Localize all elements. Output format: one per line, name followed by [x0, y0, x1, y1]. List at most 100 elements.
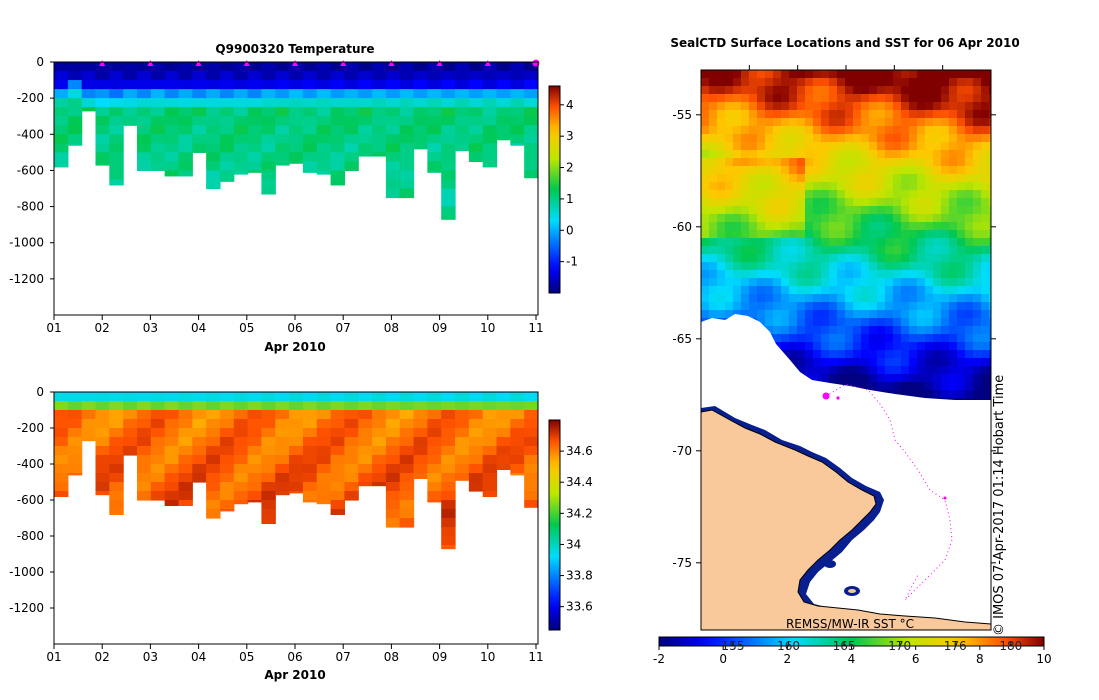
x-tick-label: 01 — [46, 321, 61, 335]
section-cell — [164, 455, 180, 465]
section-cell — [54, 419, 69, 429]
section-cell — [482, 161, 498, 168]
section-cell — [372, 482, 387, 487]
section-cell — [178, 428, 193, 438]
section-cell — [233, 455, 249, 465]
section-cell — [178, 500, 193, 506]
section-cell — [399, 161, 415, 172]
section-cell — [330, 410, 345, 420]
section-cell — [427, 473, 442, 483]
section-cell — [441, 419, 456, 429]
section-cell — [233, 80, 249, 90]
x-tick-label: 03 — [143, 650, 158, 664]
colorbar-tick-label-f: 176 — [944, 639, 967, 653]
section-cell — [54, 446, 69, 456]
section-cell — [136, 116, 152, 126]
section-cell — [468, 62, 484, 72]
section-cell — [150, 71, 166, 81]
section-cell — [455, 428, 470, 438]
section-cell — [524, 392, 538, 402]
section-cell — [178, 80, 193, 90]
section-cell — [496, 401, 511, 411]
section-cell — [219, 89, 235, 99]
section-cell — [219, 482, 235, 492]
section-cell — [247, 410, 263, 420]
section-cell — [261, 170, 276, 181]
section-cell — [123, 428, 138, 438]
section-cell — [427, 71, 442, 81]
section-cell — [219, 437, 235, 447]
colorbar-tick-label: 0 — [566, 223, 574, 237]
section-cell — [150, 80, 166, 90]
section-cell — [524, 428, 538, 438]
temperature-panel: Q9900320 Temperature 0 -200 -400 -600 -800 -1… — [9, 42, 578, 354]
section-cell — [261, 491, 276, 501]
section-cell — [164, 401, 180, 411]
section-cell — [275, 446, 290, 456]
section-cell — [67, 98, 83, 108]
section-cell — [455, 410, 470, 420]
section-cell — [399, 143, 415, 153]
island — [848, 589, 856, 593]
section-cell — [358, 134, 373, 144]
section-cell — [95, 152, 110, 162]
profile-marker — [388, 60, 395, 66]
section-cell — [413, 428, 428, 438]
salinity-y-axis: 0 -200 -400 -600 -800 -1000 -1200 — [9, 385, 54, 615]
section-cell — [358, 89, 373, 99]
section-cell — [206, 179, 221, 190]
section-cell — [344, 143, 359, 153]
section-cell — [67, 428, 83, 438]
section-cell — [385, 464, 401, 474]
profile-marker — [292, 60, 298, 66]
section-cell — [275, 62, 290, 72]
section-cell — [385, 437, 401, 447]
temperature-colorbar: -1 0 1 2 3 4 — [548, 85, 578, 294]
section-cell — [399, 482, 415, 492]
section-cell — [95, 410, 110, 420]
section-cell — [468, 419, 484, 429]
section-cell — [95, 116, 110, 126]
section-cell — [427, 401, 442, 411]
section-cell — [233, 428, 249, 438]
section-cell — [150, 143, 166, 153]
section-cell — [150, 491, 166, 501]
section-cell — [206, 401, 221, 411]
section-cell — [109, 71, 124, 81]
section-cell — [496, 392, 511, 402]
section-cell — [219, 125, 235, 135]
section-cell — [427, 107, 442, 117]
section-cell — [385, 143, 401, 153]
section-cell — [385, 446, 401, 456]
section-cell — [427, 116, 442, 126]
section-cell — [219, 410, 235, 420]
section-cell — [206, 152, 221, 162]
section-cell — [427, 98, 442, 108]
lat-tick-label: -55 — [672, 108, 692, 122]
section-cell — [468, 464, 484, 474]
section-cell — [275, 116, 290, 126]
section-cell — [344, 98, 359, 108]
section-cell — [482, 125, 498, 135]
section-cell — [206, 482, 221, 492]
section-cell — [150, 419, 166, 429]
profile-marker — [195, 60, 202, 66]
section-cell — [496, 80, 511, 90]
section-cell — [289, 134, 304, 144]
section-cell — [206, 134, 221, 144]
section-cell — [178, 419, 193, 429]
section-cell — [275, 482, 290, 492]
section-cell — [482, 89, 498, 99]
section-cell — [496, 134, 511, 141]
section-cell — [496, 437, 511, 447]
section-cell — [302, 89, 318, 99]
section-cell — [164, 419, 180, 429]
section-cell — [344, 410, 359, 420]
section-cell — [219, 62, 235, 72]
section-cell — [178, 473, 193, 483]
section-cell — [206, 500, 221, 510]
section-cell — [192, 419, 207, 429]
section-cell — [441, 134, 456, 144]
section-cell — [330, 71, 345, 81]
section-cell — [275, 410, 290, 420]
